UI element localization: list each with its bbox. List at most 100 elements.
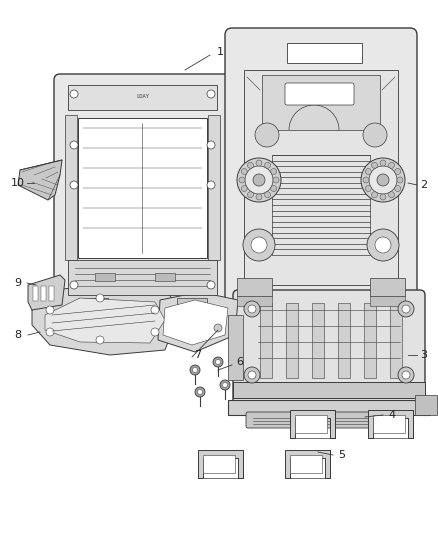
FancyBboxPatch shape <box>285 83 354 105</box>
Polygon shape <box>368 410 413 438</box>
Bar <box>33 286 38 301</box>
Circle shape <box>371 192 378 198</box>
Circle shape <box>265 192 271 198</box>
Text: 9: 9 <box>14 278 21 288</box>
Circle shape <box>241 185 247 191</box>
Text: 6: 6 <box>237 357 244 367</box>
Bar <box>78 298 108 316</box>
Circle shape <box>96 336 104 344</box>
Circle shape <box>195 387 205 397</box>
Bar <box>95 273 115 281</box>
Bar <box>203 455 235 473</box>
Circle shape <box>389 192 395 198</box>
Polygon shape <box>158 292 238 352</box>
Circle shape <box>207 281 215 289</box>
Circle shape <box>255 123 279 147</box>
Circle shape <box>361 158 405 202</box>
Circle shape <box>192 367 198 373</box>
Polygon shape <box>18 160 62 200</box>
FancyBboxPatch shape <box>246 412 402 428</box>
Circle shape <box>198 390 202 394</box>
Polygon shape <box>70 316 110 328</box>
Bar <box>272 155 370 255</box>
Circle shape <box>395 185 401 191</box>
Bar <box>68 85 217 110</box>
Bar <box>177 298 207 316</box>
Circle shape <box>363 177 369 183</box>
Bar <box>415 395 437 415</box>
Circle shape <box>213 357 223 367</box>
Polygon shape <box>228 315 243 380</box>
Text: 1: 1 <box>216 47 223 57</box>
Bar <box>390 303 402 378</box>
Circle shape <box>220 380 230 390</box>
Circle shape <box>363 123 387 147</box>
Bar <box>228 400 430 415</box>
Polygon shape <box>175 316 215 328</box>
Polygon shape <box>163 300 228 345</box>
Polygon shape <box>290 410 335 438</box>
Circle shape <box>369 166 397 194</box>
Circle shape <box>239 177 245 183</box>
Polygon shape <box>198 450 243 478</box>
Circle shape <box>70 141 78 149</box>
Circle shape <box>247 162 254 168</box>
Circle shape <box>380 160 386 166</box>
Circle shape <box>271 168 277 174</box>
Bar <box>208 115 220 260</box>
Text: 7: 7 <box>194 350 201 360</box>
Circle shape <box>248 305 256 313</box>
Text: 10: 10 <box>11 178 25 188</box>
Circle shape <box>371 162 378 168</box>
Circle shape <box>367 229 399 261</box>
Bar <box>233 382 425 398</box>
Circle shape <box>265 162 271 168</box>
Circle shape <box>247 192 254 198</box>
FancyBboxPatch shape <box>233 290 425 405</box>
Circle shape <box>46 306 54 314</box>
Bar <box>260 303 272 378</box>
Circle shape <box>402 305 410 313</box>
Circle shape <box>223 383 227 387</box>
Circle shape <box>375 237 391 253</box>
Circle shape <box>215 359 220 365</box>
Circle shape <box>244 301 260 317</box>
Circle shape <box>402 371 410 379</box>
Circle shape <box>70 281 78 289</box>
Text: 2: 2 <box>420 180 427 190</box>
Bar <box>338 303 350 378</box>
Circle shape <box>395 168 401 174</box>
Circle shape <box>398 301 414 317</box>
Bar <box>49 286 54 301</box>
Circle shape <box>271 185 277 191</box>
Circle shape <box>70 181 78 189</box>
Text: 3: 3 <box>420 350 427 360</box>
Bar <box>78 118 207 258</box>
Bar <box>312 303 324 378</box>
Bar <box>68 260 217 295</box>
Bar <box>370 296 405 306</box>
Polygon shape <box>32 285 178 355</box>
Bar <box>373 415 405 433</box>
Text: 5: 5 <box>339 450 346 460</box>
FancyBboxPatch shape <box>225 28 417 307</box>
Bar <box>287 43 362 63</box>
Circle shape <box>365 168 371 174</box>
Circle shape <box>46 328 54 336</box>
Bar <box>286 303 298 378</box>
Text: LDAY: LDAY <box>136 94 149 100</box>
Bar <box>41 286 46 301</box>
Polygon shape <box>28 275 65 310</box>
Bar <box>290 455 322 473</box>
Circle shape <box>207 90 215 98</box>
Circle shape <box>256 194 262 200</box>
Bar <box>237 278 272 296</box>
Bar <box>370 278 405 296</box>
Bar <box>155 273 175 281</box>
Circle shape <box>365 185 371 191</box>
Circle shape <box>253 174 265 186</box>
Bar <box>295 415 327 433</box>
FancyBboxPatch shape <box>54 74 231 306</box>
Polygon shape <box>285 450 330 478</box>
Circle shape <box>248 371 256 379</box>
